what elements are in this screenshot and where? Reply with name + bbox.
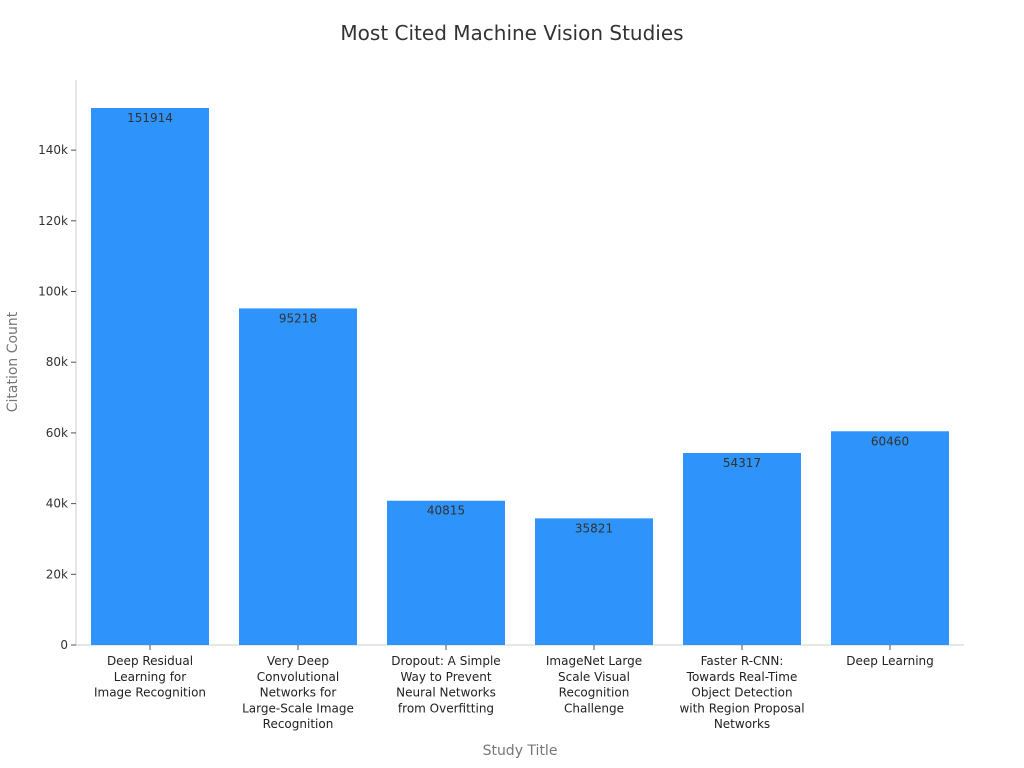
x-tick-label-line: Recognition <box>559 686 630 700</box>
bar <box>535 518 653 645</box>
x-tick-label-line: Convolutional <box>257 670 339 684</box>
data-label: 54317 <box>723 456 761 470</box>
x-tick-label: Deep Learning <box>846 654 934 668</box>
data-label: 35821 <box>575 521 613 535</box>
x-tick-label-line: Deep Learning <box>846 654 934 668</box>
x-tick-label-line: Very Deep <box>267 654 329 668</box>
bar <box>831 431 949 645</box>
y-tick-label: 140k <box>38 143 68 157</box>
x-tick-label-line: Neural Networks <box>396 686 496 700</box>
x-tick-label-line: Deep Residual <box>107 654 193 668</box>
x-tick-label-line: Networks <box>714 717 770 731</box>
x-tick-label-line: with Region Proposal <box>679 701 804 715</box>
x-tick-label: Faster R-CNN: Towards Real-Time Object Det… <box>679 654 804 731</box>
bar <box>239 308 357 645</box>
x-tick-label-line: Recognition <box>263 717 334 731</box>
x-tick-label-line: Towards Real-Time <box>686 670 798 684</box>
x-tick-label-line: Scale Visual <box>558 670 630 684</box>
y-tick-label: 60k <box>46 426 68 440</box>
y-tick-label: 100k <box>38 285 68 299</box>
x-tick-label-line: Image Recognition <box>94 686 206 700</box>
axes: 0 20k 40k 60k 80k 100k 120k 140k <box>38 80 964 652</box>
data-label: 151914 <box>127 111 173 125</box>
bar <box>683 452 801 645</box>
data-label: 40815 <box>427 504 465 518</box>
x-tick-label-line: ImageNet Large <box>546 654 642 668</box>
bars: 151914 Deep Residual Learning for Image Rec… <box>91 108 949 731</box>
x-axis-label: Study Title <box>483 743 558 759</box>
x-tick-label-line: Networks for <box>260 686 337 700</box>
bar <box>91 108 209 645</box>
x-tick-label-line: from Overfitting <box>398 701 494 715</box>
y-tick-label: 0 <box>60 638 68 652</box>
y-tick-label: 120k <box>38 214 68 228</box>
x-tick-label: Deep Residual Learning for Image Recogniti… <box>94 654 206 700</box>
data-label: 60460 <box>871 434 909 448</box>
x-tick-label-line: Learning for <box>114 670 186 684</box>
y-tick-label: 20k <box>46 567 68 581</box>
bar <box>387 500 505 645</box>
x-tick-label: ImageNet Large Scale Visual Recognition Cha… <box>546 654 642 715</box>
chart-title: Most Cited Machine Vision Studies <box>340 21 683 45</box>
x-tick-label-line: Object Detection <box>691 686 792 700</box>
x-tick-label: Dropout: A Simple Way to Prevent Neural Ne… <box>391 654 500 715</box>
x-tick-label-line: Faster R-CNN: <box>701 654 784 668</box>
x-tick-label: Very Deep Convolutional Networks for Large-… <box>242 654 354 731</box>
x-tick-label-line: Way to Prevent <box>400 670 491 684</box>
x-tick-label-line: Dropout: A Simple <box>391 654 500 668</box>
x-tick-label-line: Large-Scale Image <box>242 701 354 715</box>
x-tick-label-line: Challenge <box>564 701 624 715</box>
data-label: 95218 <box>279 311 317 325</box>
y-axis-label: Citation Count <box>5 311 21 412</box>
y-tick-label: 80k <box>46 355 68 369</box>
y-tick-label: 40k <box>46 497 68 511</box>
